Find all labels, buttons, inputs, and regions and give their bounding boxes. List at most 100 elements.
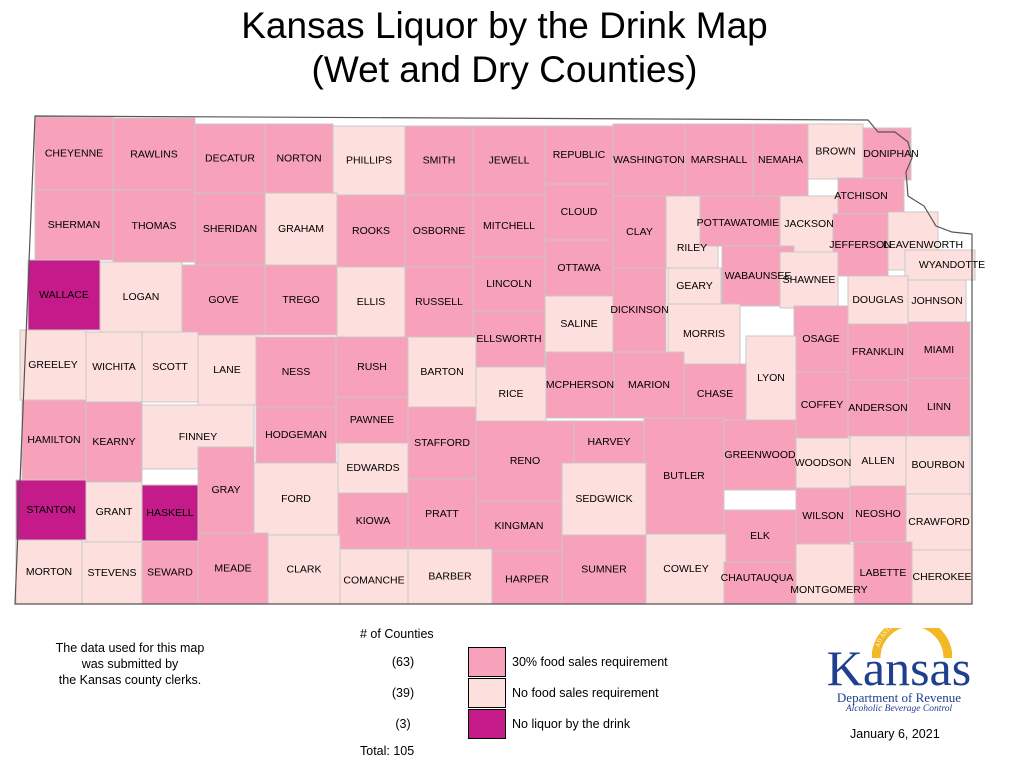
county-shape-harvey	[573, 420, 645, 464]
county-label-hodgeman: HODGEMAN	[265, 429, 327, 441]
county-label-leavenworth: LEAVENWORTH	[883, 239, 963, 251]
county-label-greenwood: GREENWOOD	[724, 449, 796, 461]
county-shape-comanche	[339, 548, 409, 605]
county-label-neosho: NEOSHO	[855, 508, 901, 520]
county-sedgwick	[561, 462, 647, 536]
county-allen	[849, 435, 907, 487]
county-label-gove: GOVE	[208, 294, 238, 306]
county-shape-miami	[907, 321, 971, 379]
county-shape-marshall	[684, 123, 754, 197]
county-shape-rice	[475, 366, 547, 422]
county-jefferson	[832, 213, 889, 277]
county-shape-wallace	[27, 259, 101, 331]
county-sherman	[34, 189, 114, 261]
data-source-note: The data used for this map was submitted…	[30, 640, 230, 688]
county-label-elk: ELK	[750, 530, 770, 542]
county-shape-coffey	[795, 371, 849, 439]
county-label-rawlins: RAWLINS	[130, 148, 177, 160]
county-shape-linn	[907, 377, 971, 437]
county-label-reno: RENO	[510, 455, 540, 467]
county-label-nemaha: NEMAHA	[758, 154, 803, 166]
county-bourbon	[905, 435, 971, 495]
county-shape-anderson	[847, 379, 909, 437]
county-label-sheridan: SHERIDAN	[203, 223, 257, 235]
county-label-russell: RUSSELL	[415, 296, 463, 308]
county-kearny	[85, 401, 143, 483]
county-label-brown: BROWN	[815, 145, 855, 157]
county-shawnee	[779, 251, 839, 309]
county-shape-johnson	[907, 279, 967, 323]
county-label-wilson: WILSON	[802, 510, 843, 522]
county-label-thomas: THOMAS	[132, 220, 177, 232]
county-label-rooks: ROOKS	[352, 225, 390, 237]
legend-swatch	[468, 647, 506, 677]
county-republic	[544, 125, 614, 185]
legend-swatch	[468, 709, 506, 739]
county-wichita	[85, 331, 143, 403]
county-marshall	[684, 123, 754, 197]
county-shape-stanton	[15, 479, 87, 541]
county-stanton	[15, 479, 87, 541]
county-trego	[264, 264, 338, 336]
county-label-barber: BARBER	[428, 570, 472, 582]
county-label-ottawa: OTTAWA	[557, 262, 600, 274]
county-dickinson	[612, 267, 667, 353]
county-label-ellis: ELLIS	[357, 296, 386, 308]
county-ottawa	[544, 239, 614, 297]
note-line-1: The data used for this map	[55, 641, 205, 655]
county-label-seward: SEWARD	[147, 566, 193, 578]
county-label-atchison: ATCHISON	[834, 190, 887, 202]
county-label-scott: SCOTT	[152, 361, 188, 373]
legend-label: No liquor by the drink	[512, 717, 631, 731]
county-seward	[141, 540, 199, 605]
county-label-meade: MEADE	[214, 562, 251, 574]
county-logan	[99, 261, 183, 333]
county-shape-greeley	[19, 329, 87, 401]
county-label-cowley: COWLEY	[663, 563, 709, 575]
county-shape-stevens	[81, 541, 143, 605]
county-shape-seward	[141, 540, 199, 605]
county-label-lane: LANE	[213, 364, 240, 376]
county-geary	[667, 267, 722, 305]
legend-label: 30% food sales requirement	[512, 655, 668, 669]
county-harper	[491, 550, 563, 605]
county-stevens	[81, 541, 143, 605]
county-greeley	[19, 329, 87, 401]
county-label-lincoln: LINCOLN	[486, 278, 532, 290]
county-label-anderson: ANDERSON	[848, 402, 908, 414]
county-shape-kingman	[475, 500, 563, 552]
county-label-pratt: PRATT	[425, 508, 459, 520]
county-cloud	[544, 183, 614, 241]
county-chase	[683, 363, 747, 425]
county-shape-chautauqua	[723, 561, 797, 605]
county-shape-trego	[264, 264, 338, 336]
county-anderson	[847, 379, 909, 437]
county-shape-douglas	[847, 275, 909, 325]
county-label-marshall: MARSHALL	[691, 154, 748, 166]
county-shape-doniphan	[862, 127, 912, 181]
county-shape-pottawatomie	[699, 195, 781, 247]
county-shape-jewell	[472, 125, 546, 196]
county-label-morton: MORTON	[26, 566, 72, 578]
county-woodson	[795, 437, 851, 489]
county-shape-reno	[475, 420, 575, 502]
county-label-rice: RICE	[498, 388, 523, 400]
county-shape-smith	[404, 125, 474, 196]
county-label-douglas: DOUGLAS	[852, 294, 903, 306]
county-label-labette: LABETTE	[860, 567, 907, 579]
county-label-sumner: SUMNER	[581, 563, 627, 575]
county-shape-wichita	[85, 331, 143, 403]
county-label-bourbon: BOURBON	[911, 459, 964, 471]
county-label-rush: RUSH	[357, 361, 387, 373]
logo-department: Department of Revenue	[836, 690, 962, 705]
county-ellis	[336, 266, 406, 338]
county-shape-chase	[683, 363, 747, 425]
county-label-montgomery: MONTGOMERY	[790, 584, 867, 596]
county-label-woodson: WOODSON	[795, 457, 852, 469]
county-label-republic: REPUBLIC	[553, 149, 606, 161]
county-label-saline: SALINE	[560, 318, 597, 330]
county-label-lyon: LYON	[757, 372, 785, 384]
county-label-barton: BARTON	[420, 366, 463, 378]
county-shape-sherman	[34, 189, 114, 261]
note-line-2: was submitted by	[81, 657, 179, 671]
